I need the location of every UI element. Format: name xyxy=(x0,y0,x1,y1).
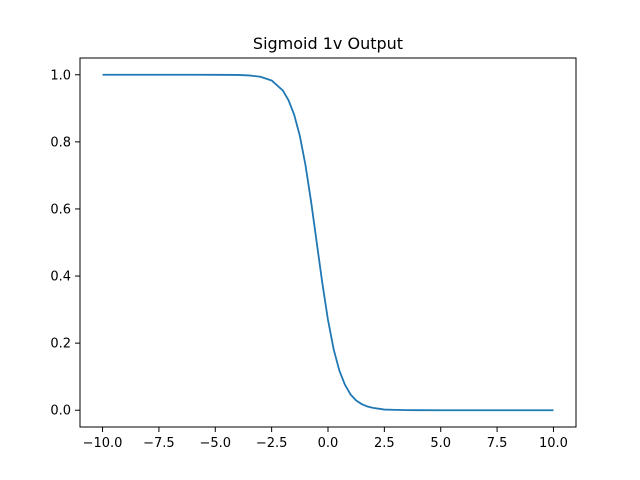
series-line-0 xyxy=(102,73,554,412)
x-tick-label: −7.5 xyxy=(143,436,175,451)
x-tick-label: 5.0 xyxy=(430,436,451,451)
y-tick-label: 0.2 xyxy=(50,337,71,352)
series-line-group xyxy=(102,73,554,412)
y-tick-label: 0.8 xyxy=(50,135,71,150)
x-tick-label: 7.5 xyxy=(487,436,508,451)
x-axis-ticks: −10.0 −7.5 −5.0 −2.5 0.0 2.5 5.0 7.5 10.0 xyxy=(83,427,568,451)
x-tick-label: 10.0 xyxy=(539,436,568,451)
y-tick-label: 0.4 xyxy=(50,270,71,285)
plot-frame xyxy=(79,57,577,428)
y-tick-label: 0.0 xyxy=(50,404,71,419)
y-tick-label: 0.6 xyxy=(50,202,71,217)
y-axis-ticks: 0.0 0.2 0.4 0.6 0.8 1.0 xyxy=(50,68,80,419)
x-tick-label: −2.5 xyxy=(256,436,288,451)
x-tick-label: 0.0 xyxy=(318,436,339,451)
y-tick-label: 1.0 xyxy=(50,68,71,83)
chart-title: Sigmoid 1v Output xyxy=(253,34,403,53)
x-tick-label: −5.0 xyxy=(199,436,231,451)
x-tick-label: 2.5 xyxy=(374,436,395,451)
x-tick-label: −10.0 xyxy=(83,436,123,451)
